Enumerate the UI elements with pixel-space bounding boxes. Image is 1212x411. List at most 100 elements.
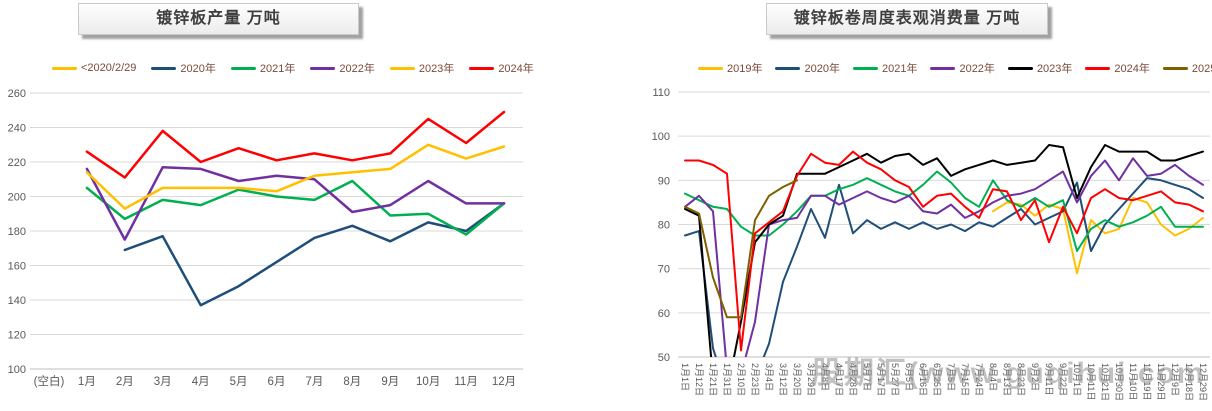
legend-label: 2019年 xyxy=(727,63,763,75)
x-tick-label: 7月 xyxy=(305,376,323,388)
x-tick-label: 6月25日 xyxy=(932,363,942,396)
series-line-2023年 xyxy=(684,144,1204,357)
x-tick-label: 1月 xyxy=(78,376,96,388)
right-chart-title: 镀锌板卷周度表观消费量 万吨 xyxy=(766,3,1048,35)
legend-swatch xyxy=(775,66,801,70)
series-line-2022年 xyxy=(684,157,1204,357)
legend-label: 2023年 xyxy=(418,63,455,75)
x-tick-label: 1月21日 xyxy=(708,363,718,396)
x-tick-label: 5月7日 xyxy=(862,363,872,391)
x-tick-label: 2月23日 xyxy=(750,363,760,396)
gridlines xyxy=(30,92,523,370)
series-line-2021年 xyxy=(684,170,1204,252)
x-tick-label: 12月9日 xyxy=(1170,363,1180,396)
legend-item: 2022年 xyxy=(310,60,375,76)
gridlines xyxy=(678,91,1210,358)
x-tick-label: 3月29日 xyxy=(806,363,816,396)
y-tick-label: 50 xyxy=(658,352,670,364)
series-line-2024年 xyxy=(85,110,506,179)
series-line-2024年 xyxy=(684,150,1204,352)
series-line-2020年 xyxy=(684,177,1204,357)
left-chart-panel: 镀锌板产量 万吨 <2020/2/29 2020年 2021年 2022年 2023年 2… xyxy=(8,3,534,388)
legend-label: 2020年 xyxy=(804,63,840,75)
series-line-2019年 xyxy=(992,197,1204,275)
legend-swatch xyxy=(310,66,336,70)
legend-item: 2025年 xyxy=(1162,60,1212,76)
legend-item: 2023年 xyxy=(1007,60,1073,76)
x-tick-label: 1月1日 xyxy=(680,363,690,391)
legend-label: 2021年 xyxy=(881,63,918,75)
y-tick-label: 80 xyxy=(658,220,670,232)
y-axis-labels: 100 120 140 160 180 200 220 240 260 xyxy=(8,88,26,376)
x-axis-labels: (空白) 1月 2月 3月 4月 5月 6月 7月 8月 9月 10月 11月 12月 xyxy=(34,374,517,388)
x-tick-label: 3月 xyxy=(154,376,172,388)
legend-swatch xyxy=(1162,66,1188,70)
legend-swatch xyxy=(389,66,415,70)
y-tick-label: 220 xyxy=(8,157,26,169)
x-tick-label: 9月 xyxy=(381,376,399,388)
legend-label: 2025年 xyxy=(1191,63,1212,75)
x-tick-label: 4月 xyxy=(192,376,210,388)
x-tick-label: 6月5日 xyxy=(904,363,914,391)
y-tick-label: 70 xyxy=(658,264,670,276)
y-tick-label: 260 xyxy=(8,88,26,100)
x-tick-label: 8月4日 xyxy=(988,363,998,391)
x-tick-label: 3月12日 xyxy=(778,363,788,396)
series-line-2025年 xyxy=(684,179,798,319)
x-tick-label: 4月28日 xyxy=(848,363,858,396)
y-tick-label: 180 xyxy=(8,226,26,238)
legend-swatch xyxy=(469,66,495,70)
x-tick-label: 3月20日 xyxy=(792,363,802,396)
right-chart-plot: 50 60 70 80 90 100 110 1月1日 1月12日 1月21日 1月31日 2月10日… xyxy=(652,87,1210,401)
y-tick-label: 60 xyxy=(658,308,670,320)
series-lines xyxy=(85,110,506,307)
x-tick-label: 7月24日 xyxy=(974,363,984,396)
y-tick-label: 100 xyxy=(652,131,670,143)
x-tick-label: 11月29日 xyxy=(1156,363,1166,400)
x-tick-label: 7月15日 xyxy=(960,363,970,396)
x-tick-label: 4月17日 xyxy=(834,363,844,396)
watermark: 股期汇(www.guqihui.com xyxy=(812,357,1206,390)
series-line-2022年 xyxy=(85,165,506,241)
legend-item: 2021年 xyxy=(230,60,296,76)
x-tick-label: 4月8日 xyxy=(820,363,830,391)
left-chart-legend: <2020/2/29 2020年 2021年 2022年 2023年 2024年 xyxy=(52,60,534,76)
series-lines xyxy=(684,144,1204,357)
legend-item: 2022年 xyxy=(930,60,995,76)
y-tick-label: 100 xyxy=(8,364,26,376)
x-tick-label: 5月 xyxy=(230,376,248,388)
legend-item: 2020年 xyxy=(151,60,216,76)
x-tick-label: 5月17日 xyxy=(876,363,886,396)
x-tick-label: 11月10日 xyxy=(1128,363,1138,400)
left-chart-title: 镀锌板产量 万吨 xyxy=(78,3,359,35)
legend-item: 2024年 xyxy=(1085,60,1150,76)
legend-label: 2022年 xyxy=(339,63,375,75)
legend-swatch xyxy=(852,66,878,70)
legend-label: 2021年 xyxy=(259,63,296,75)
legend-swatch xyxy=(1007,66,1033,70)
x-tick-label: 9月11日 xyxy=(1044,363,1054,395)
right-chart-legend: 2019年 2020年 2021年 2022年 2023年 2024年 2025年 xyxy=(698,60,1212,76)
legend-swatch xyxy=(151,66,177,70)
y-tick-label: 160 xyxy=(8,261,26,273)
x-tick-label: 10月 xyxy=(416,376,440,388)
x-tick-label: 1月12日 xyxy=(694,363,704,396)
x-tick-label: 10月21日 xyxy=(1100,363,1110,401)
legend-label: <2020/2/29 xyxy=(81,62,137,74)
legend-label: 2024年 xyxy=(498,63,534,75)
y-tick-label: 140 xyxy=(8,295,26,307)
y-tick-label: 200 xyxy=(8,192,26,204)
series-line-2020年 xyxy=(123,202,506,307)
x-tick-label: 6月 xyxy=(268,376,286,388)
legend-label: 2023年 xyxy=(1036,63,1073,75)
legend-item: 2020年 xyxy=(775,60,840,76)
legend-item: <2020/2/29 xyxy=(52,62,136,74)
legend-label: 2020年 xyxy=(180,63,216,75)
x-tick-label: 11月19日 xyxy=(1142,363,1152,400)
legend-item: 2024年 xyxy=(469,60,534,76)
y-tick-label: 240 xyxy=(8,123,26,135)
x-tick-label: 3月4日 xyxy=(764,363,774,391)
legend-item: 2023年 xyxy=(389,60,455,76)
legend-item: 2021年 xyxy=(852,60,918,76)
